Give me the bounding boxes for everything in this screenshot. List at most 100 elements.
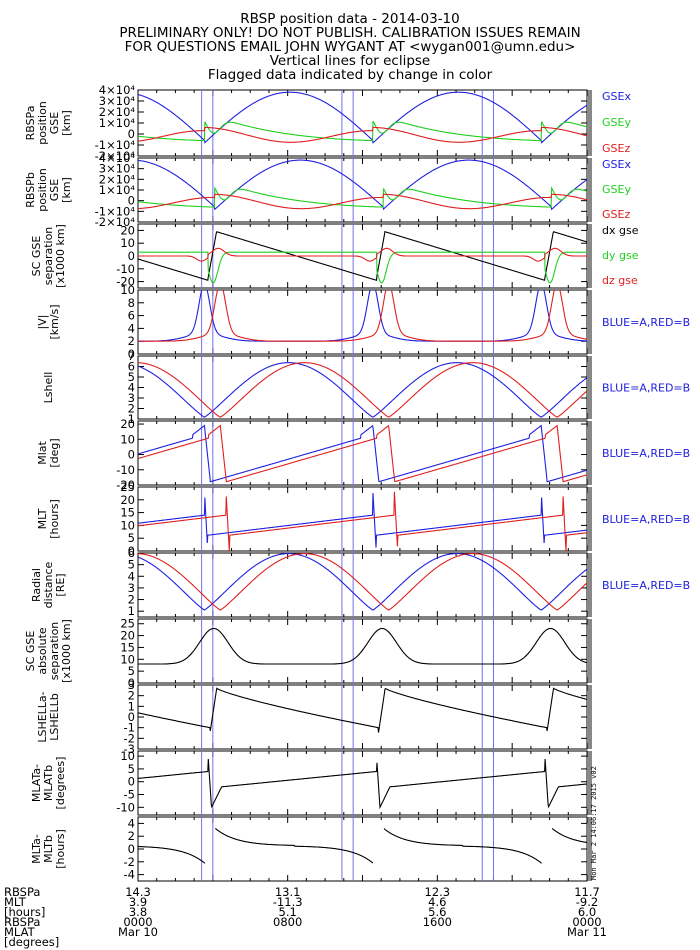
panel-edge-strip — [587, 421, 592, 485]
y-axis-label-line: distance — [42, 561, 55, 608]
y-tick-label: 8 — [128, 296, 135, 310]
y-axis-label-line: SC GSE — [30, 236, 43, 277]
y-axis-label-line: GSE — [48, 179, 61, 202]
y-tick-label: 10 — [120, 432, 135, 446]
legend-entry: dx gse — [602, 224, 639, 237]
bottom-tick-label: Mar 11 — [567, 925, 607, 939]
y-tick-label: -1 — [124, 721, 135, 735]
y-tick-label: 7 — [128, 349, 135, 363]
y-axis-label: SC GSE absolute separation [x1000 km] — [24, 619, 73, 683]
legend-entry: GSEz — [602, 142, 630, 155]
y-tick-label: 3 — [128, 678, 135, 692]
panel-edge-strip — [587, 90, 592, 156]
series-line-red — [138, 424, 587, 483]
y-axis-label-line: separation — [42, 227, 55, 286]
y-tick-label: -20 — [116, 478, 135, 492]
y-axis-label: LSHELLa- LSHELLb — [36, 691, 61, 742]
y-axis-label-line: RBSPa — [24, 106, 37, 141]
y-tick-label: 4 — [128, 816, 135, 830]
y-tick-label: 3 — [128, 581, 135, 595]
legend-entry: GSEx — [602, 90, 631, 103]
bottom-tick-label: Mar 10 — [118, 925, 158, 939]
bottom-row-label: [degrees] — [4, 935, 59, 949]
y-tick-label: -2×10⁴ — [95, 215, 136, 229]
series-line-red — [138, 553, 587, 611]
series-line-black — [138, 687, 587, 733]
y-tick-label: 20 — [120, 629, 135, 643]
y-tick-label: 10 — [120, 652, 135, 666]
y-tick-label: 0 — [128, 710, 135, 724]
bottom-tick-label: 6.0 — [578, 905, 596, 919]
bottom-tick-label: 1600 — [423, 915, 452, 929]
y-axis-label-line: [x1000 km] — [60, 619, 73, 683]
y-axis-label-line: [deg] — [48, 438, 61, 467]
panel-edge-strip — [587, 158, 592, 222]
y-tick-label: 0 — [128, 448, 135, 462]
header-line-4: Vertical lines for eclipse — [269, 53, 431, 69]
y-tick-label: 2×10⁴ — [99, 172, 136, 186]
series-line-red — [138, 247, 587, 262]
legend-entry: GSEy — [602, 183, 631, 196]
y-tick-label: 3 — [128, 391, 135, 405]
y-tick-label: 10 — [120, 283, 135, 297]
bottom-tick-label: 11.7 — [574, 885, 600, 899]
y-tick-label: 2 — [128, 593, 135, 607]
panel-edge-strip — [587, 224, 592, 288]
header-line-5: Flagged data indicated by change in colo… — [207, 67, 493, 83]
y-axis-label: MLTa- MLTb [hours] — [30, 829, 67, 869]
legend-entry: dz gse — [602, 274, 638, 287]
bottom-row-label: RBSPa — [4, 885, 40, 899]
bottom-tick-label: 3.9 — [129, 895, 147, 909]
bottom-tick-label: 12.3 — [425, 885, 451, 899]
y-tick-label: 10 — [120, 518, 135, 532]
series-line-black — [138, 817, 587, 881]
bottom-tick-label: 3.8 — [129, 905, 147, 919]
y-tick-label: -10 — [116, 463, 135, 477]
y-axis-label-line: SC GSE — [24, 631, 37, 672]
y-axis-label-line: GSE — [48, 112, 61, 135]
y-tick-label: 15 — [120, 640, 135, 654]
series-line-black — [138, 627, 587, 665]
legend-entry: GSEz — [602, 208, 630, 221]
y-tick-label: -10 — [116, 800, 135, 814]
series-line-green — [138, 251, 587, 284]
series-line-blue — [138, 290, 587, 342]
y-axis-label-line: [hours] — [48, 499, 61, 539]
y-axis-label-line: LSHELLa- — [36, 691, 49, 742]
y-tick-label: 0 — [128, 249, 135, 263]
y-tick-label: 20 — [120, 493, 135, 507]
y-tick-label: 1 — [128, 412, 135, 426]
series-line-red — [138, 362, 587, 418]
y-tick-label: 6 — [128, 309, 135, 323]
y-axis-label-line: RBSPb — [24, 172, 37, 208]
panel-edge-strip — [587, 487, 592, 551]
legend-entry: BLUE=A,RED=B — [602, 447, 690, 460]
bottom-tick-label: 4.6 — [428, 895, 446, 909]
series-line-blue — [138, 424, 587, 483]
series-line-blue — [138, 91, 587, 144]
y-axis-label: MLATa- MLATb [degrees] — [30, 757, 67, 810]
series-line-red — [138, 193, 587, 210]
y-axis-label: |V| [km/s] — [36, 304, 61, 339]
y-tick-label: 25 — [120, 480, 135, 494]
panel-frame — [137, 816, 588, 882]
y-axis-label-line: Lshell — [42, 372, 55, 404]
y-tick-label: 2 — [128, 829, 135, 843]
y-tick-label: 3×10⁴ — [99, 94, 136, 108]
y-tick-label: 0 — [128, 544, 135, 558]
header-line-1: RBSP position data - 2014-03-10 — [240, 11, 460, 27]
y-tick-label: -1×10⁴ — [95, 138, 136, 152]
y-tick-label: 1×10⁴ — [99, 183, 136, 197]
legend-entry: BLUE=A,RED=B — [602, 513, 690, 526]
y-tick-label: -2 — [124, 855, 135, 869]
y-axis-label-line: [x1000 km] — [54, 224, 67, 288]
series-line-blue — [138, 553, 587, 611]
legend-entry: GSEx — [602, 158, 631, 171]
y-axis-label-line: MLATa- — [30, 764, 43, 802]
y-axis-label-line: MLTa- — [30, 834, 43, 864]
y-tick-label: 4 — [128, 381, 135, 395]
panel-dmlt: 420-2-4 MLTa- MLTb [hours] — [30, 816, 592, 882]
